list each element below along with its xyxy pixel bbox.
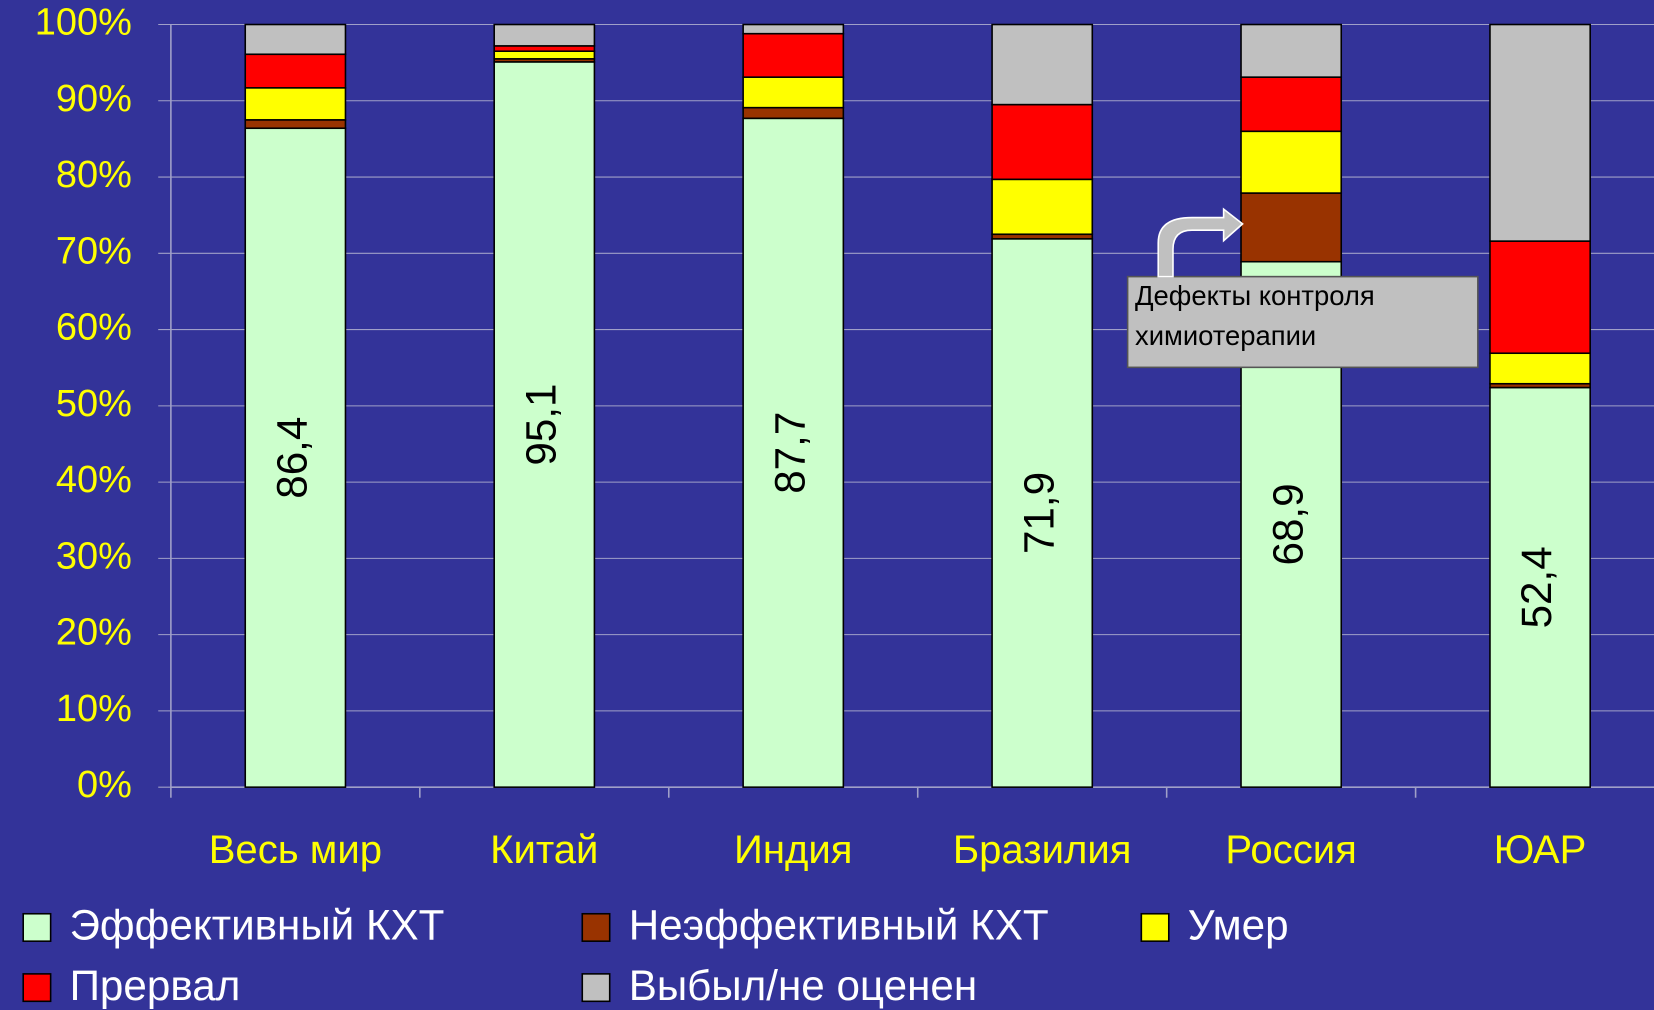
- legend-label: Прервал: [70, 962, 241, 1009]
- bar-segment: [1240, 130, 1343, 194]
- y-tick-label: 30%: [56, 535, 132, 577]
- legend-swatch: [581, 912, 611, 942]
- legend-label: Неэффективный КХТ: [629, 902, 1049, 949]
- bar-segment: [1489, 352, 1591, 385]
- y-tick-label: 10%: [56, 688, 132, 730]
- bar-segment: [244, 87, 347, 121]
- annotation-arrow: [1157, 207, 1244, 278]
- y-tick-label: 40%: [56, 459, 132, 501]
- bar-segment: [244, 53, 347, 89]
- bar-segment: [244, 119, 347, 130]
- y-tick-label: 60%: [56, 307, 132, 349]
- y-tick-label: 0%: [77, 764, 132, 806]
- x-tick-label: Россия: [1225, 828, 1356, 872]
- y-tick-label: 70%: [56, 230, 132, 272]
- bar-segment: [742, 117, 845, 788]
- x-tick-label: ЮАР: [1494, 828, 1587, 872]
- x-tick-label: Бразилия: [953, 828, 1132, 872]
- y-tick-label: 20%: [56, 612, 132, 654]
- bar-segment: [742, 106, 845, 120]
- x-tick-label: Индия: [734, 828, 852, 872]
- y-tick-label: 80%: [56, 154, 132, 196]
- bar-segment: [1489, 386, 1591, 788]
- legend-swatch: [581, 973, 611, 1003]
- bar-segment: [742, 32, 845, 78]
- x-tick-label: Весь мир: [209, 828, 382, 872]
- value-label: 68,9: [1264, 483, 1311, 565]
- value-label: 52,4: [1513, 546, 1560, 628]
- bar-segment: [493, 50, 596, 60]
- bar-segment: [244, 23, 347, 56]
- annotation-box: [1126, 275, 1479, 369]
- value-label: 87,7: [766, 412, 813, 494]
- legend-swatch: [1140, 912, 1170, 942]
- legend-swatch: [22, 973, 52, 1003]
- bar-segment: [1489, 240, 1591, 355]
- bar-segment: [742, 23, 845, 35]
- value-label: 86,4: [268, 417, 315, 499]
- bar-segment: [991, 103, 1094, 181]
- bar-segment: [991, 238, 1094, 788]
- legend-swatch: [22, 912, 52, 942]
- value-label: 95,1: [517, 383, 564, 465]
- y-tick-label: 90%: [56, 78, 132, 120]
- bar-segment: [1240, 76, 1343, 133]
- bar-segment: [1240, 23, 1343, 78]
- bar-segment: [1489, 23, 1591, 242]
- legend-label: Умер: [1188, 902, 1289, 949]
- bar-segment: [493, 23, 596, 47]
- bar-segment: [1240, 192, 1343, 263]
- annotation-text: Дефекты контроля: [1135, 280, 1375, 311]
- annotation-text: химиотерапии: [1135, 320, 1316, 351]
- bar-segment: [493, 45, 596, 53]
- bar-segment: [742, 76, 845, 109]
- x-tick-label: Китай: [490, 828, 598, 872]
- legend-label: Эффективный КХТ: [70, 902, 445, 949]
- y-tick-label: 50%: [56, 383, 132, 425]
- bar-segment: [991, 178, 1094, 236]
- y-tick-label: 100%: [35, 2, 132, 44]
- bar-segment: [493, 61, 596, 788]
- legend-label: Выбыл/не оценен: [629, 962, 977, 1009]
- value-label: 71,9: [1015, 472, 1062, 554]
- bar-segment: [991, 23, 1094, 106]
